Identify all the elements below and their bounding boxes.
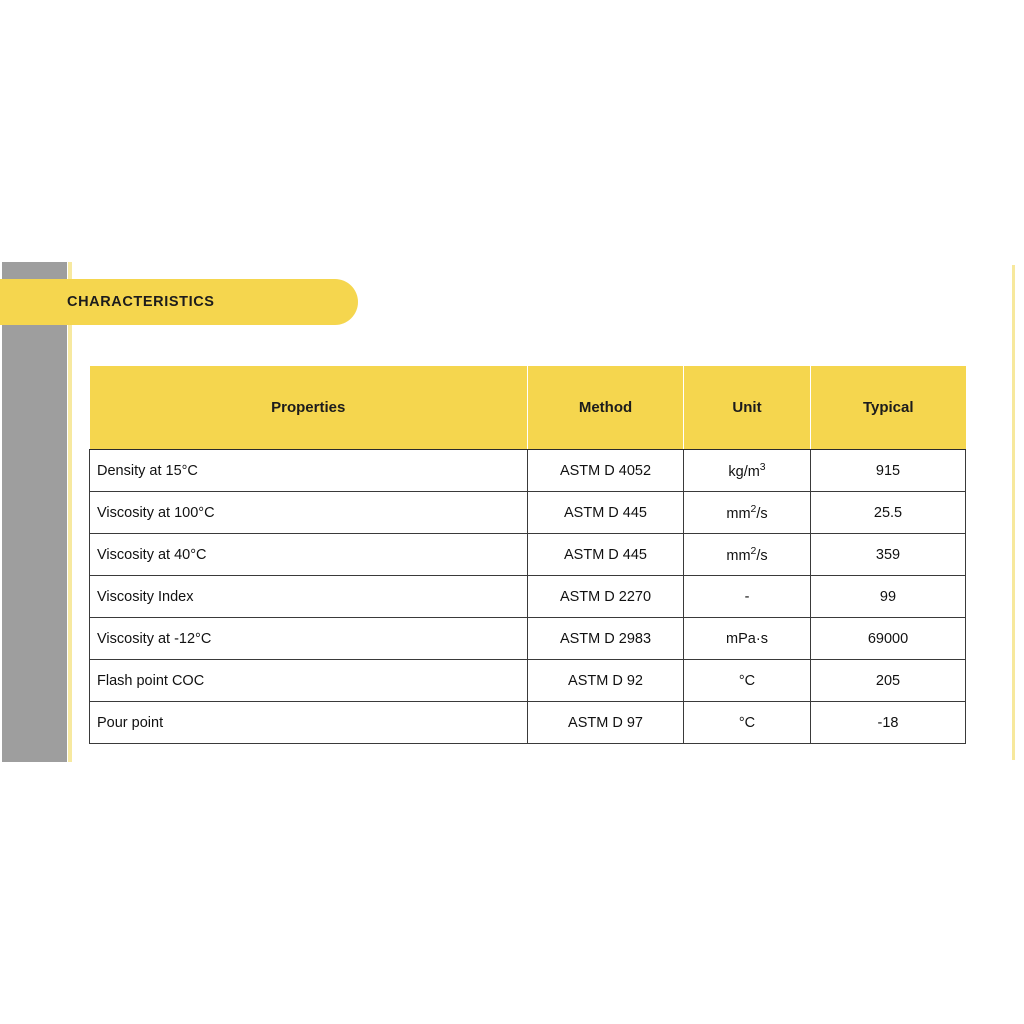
characteristics-section-banner: CHARACTERISTICS (0, 279, 358, 325)
table-row: Viscosity at 40°C ASTM D 445 mm2/s 359 (89, 533, 966, 576)
table-row: Pour point ASTM D 97 °C -18 (89, 701, 966, 744)
cell-property: Density at 15°C (89, 449, 528, 492)
cell-method: ASTM D 445 (527, 533, 684, 576)
table-row: Viscosity at -12°C ASTM D 2983 mPa·s 69000 (89, 617, 966, 660)
table-row: Viscosity Index ASTM D 2270-99 (89, 575, 966, 618)
cell-property: Viscosity at -12°C (89, 617, 528, 660)
table-row: Flash point COC ASTM D 92 °C 205 (89, 659, 966, 702)
column-header-method: Method (527, 366, 684, 450)
cell-method: ASTM D 2270 (527, 575, 684, 618)
cell-unit: mPa·s (683, 617, 811, 660)
characteristics-table: Properties Method Unit Typical Density a… (89, 366, 966, 744)
cell-unit: mm2/s (683, 491, 811, 534)
cell-method: ASTM D 97 (527, 701, 684, 744)
left-yellow-rule (68, 262, 72, 762)
column-header-properties: Properties (89, 366, 528, 450)
cell-method: ASTM D 92 (527, 659, 684, 702)
cell-property: Pour point (89, 701, 528, 744)
left-grey-accent-bar (2, 262, 67, 762)
column-header-unit: Unit (683, 366, 811, 450)
cell-property: Viscosity Index (89, 575, 528, 618)
cell-unit: °C (683, 701, 811, 744)
cell-unit: °C (683, 659, 811, 702)
column-header-typical: Typical (810, 366, 966, 450)
cell-property: Viscosity at 40°C (89, 533, 528, 576)
cell-method: ASTM D 2983 (527, 617, 684, 660)
cell-typical: -18 (810, 701, 966, 744)
table-row: Viscosity at 100°C ASTM D 445 mm2/s 25.5 (89, 491, 966, 534)
cell-typical: 69000 (810, 617, 966, 660)
table-header-row: Properties Method Unit Typical (89, 366, 966, 450)
cell-typical: 99 (810, 575, 966, 618)
cell-unit: kg/m3 (683, 449, 811, 492)
cell-method: ASTM D 4052 (527, 449, 684, 492)
section-banner-label: CHARACTERISTICS (67, 294, 215, 310)
cell-unit: - (683, 575, 811, 618)
table-row: Density at 15°C ASTM D 4052 kg/m3 915 (89, 449, 966, 492)
cell-typical: 915 (810, 449, 966, 492)
cell-typical: 205 (810, 659, 966, 702)
right-yellow-rule (1012, 265, 1015, 760)
cell-typical: 359 (810, 533, 966, 576)
cell-property: Flash point COC (89, 659, 528, 702)
cell-property: Viscosity at 100°C (89, 491, 528, 534)
table-body: Density at 15°C ASTM D 4052 kg/m3 915 Viscos… (89, 449, 966, 744)
cell-method: ASTM D 445 (527, 491, 684, 534)
cell-typical: 25.5 (810, 491, 966, 534)
cell-unit: mm2/s (683, 533, 811, 576)
